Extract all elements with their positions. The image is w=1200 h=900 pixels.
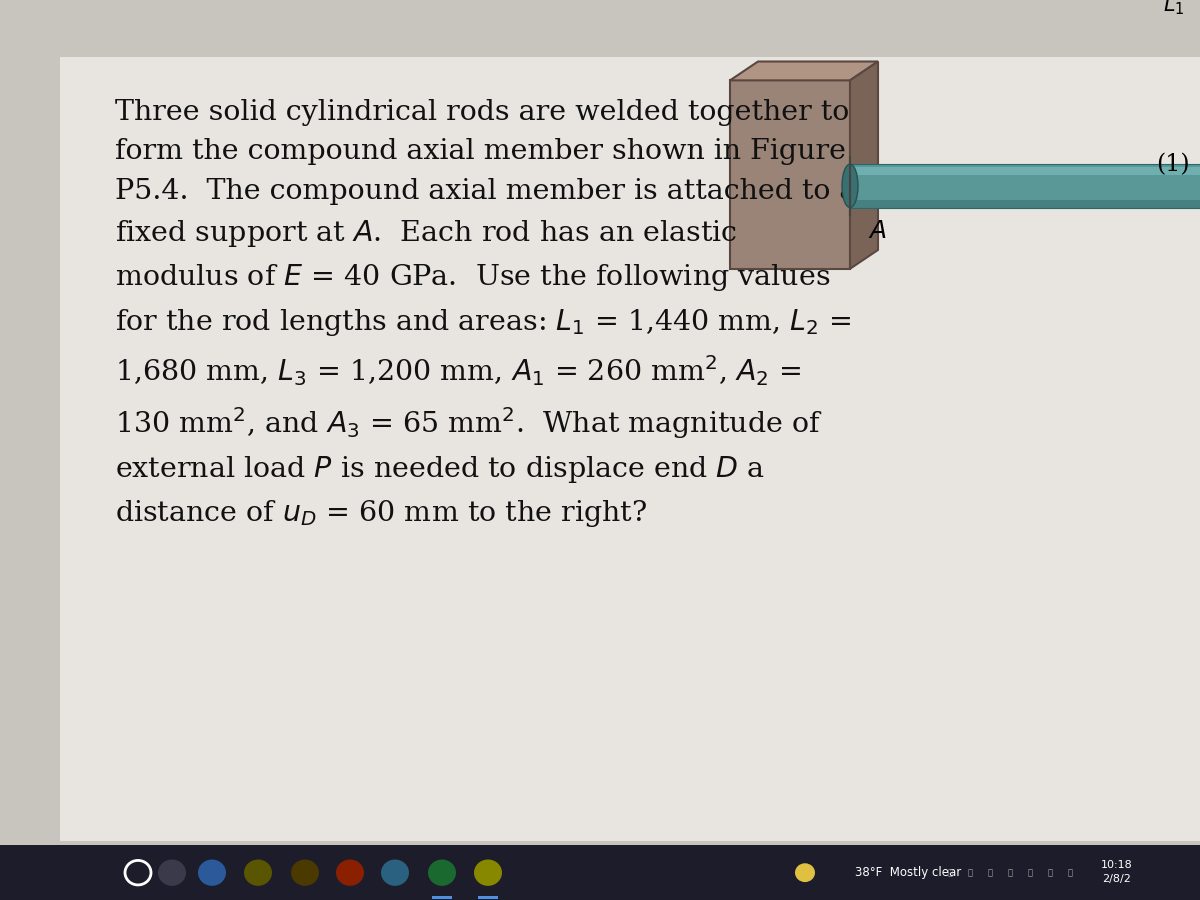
- Text: Three solid cylindrical rods are welded together to
form the compound axial memb: Three solid cylindrical rods are welded …: [115, 99, 857, 529]
- Circle shape: [244, 860, 272, 886]
- Circle shape: [292, 860, 319, 886]
- Circle shape: [796, 863, 815, 882]
- Text: ⬜: ⬜: [988, 868, 992, 878]
- Bar: [850, 167, 1200, 175]
- Ellipse shape: [842, 164, 858, 208]
- Bar: [730, 80, 850, 269]
- Polygon shape: [850, 61, 878, 269]
- Bar: [478, 896, 498, 899]
- Text: 38°F  Mostly clear: 38°F Mostly clear: [854, 866, 961, 879]
- Circle shape: [382, 860, 409, 886]
- Text: $L_1$: $L_1$: [1164, 0, 1186, 17]
- Text: ⬜: ⬜: [948, 868, 953, 878]
- Text: ⬜: ⬜: [1048, 868, 1052, 878]
- Text: (1): (1): [1157, 154, 1190, 176]
- Text: 2/8/2: 2/8/2: [1103, 874, 1132, 885]
- Text: ⬜: ⬜: [1027, 868, 1032, 878]
- Circle shape: [336, 860, 364, 886]
- Text: ⬜: ⬜: [967, 868, 972, 878]
- Text: $A$: $A$: [868, 220, 887, 243]
- Circle shape: [198, 860, 226, 886]
- Circle shape: [474, 860, 502, 886]
- Text: 10:18: 10:18: [1102, 860, 1133, 870]
- Polygon shape: [730, 61, 878, 80]
- Bar: [850, 200, 1200, 208]
- Bar: [850, 164, 1200, 208]
- Circle shape: [428, 860, 456, 886]
- Circle shape: [158, 860, 186, 886]
- Bar: [432, 896, 452, 899]
- Text: ⬜: ⬜: [1068, 868, 1073, 878]
- Bar: [0, 845, 1200, 900]
- Text: ⬜: ⬜: [1008, 868, 1013, 878]
